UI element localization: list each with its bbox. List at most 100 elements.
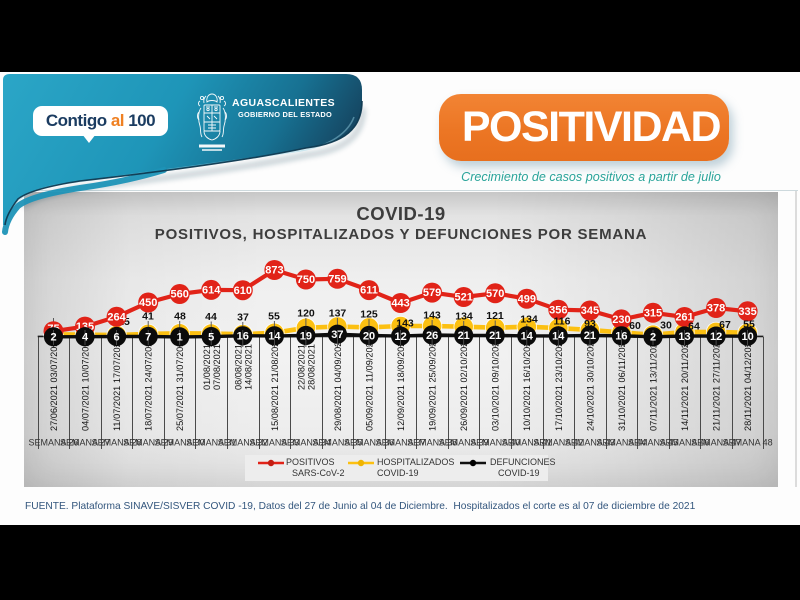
svg-text:6: 6 (114, 331, 120, 343)
svg-text:SEMANA 33: SEMANA 33 (249, 438, 299, 448)
svg-text:134: 134 (520, 314, 538, 326)
svg-text:570: 570 (486, 288, 504, 300)
svg-text:2: 2 (650, 332, 656, 344)
svg-text:03/10/2021 09/10/2021: 03/10/2021 09/10/2021 (491, 336, 501, 431)
svg-text:611: 611 (360, 285, 378, 297)
svg-text:44: 44 (205, 311, 217, 323)
svg-text:14: 14 (521, 331, 534, 343)
svg-text:SEMANA 35: SEMANA 35 (312, 438, 362, 448)
svg-text:521: 521 (455, 292, 473, 304)
svg-text:345: 345 (581, 305, 599, 317)
svg-text:873: 873 (265, 265, 283, 277)
svg-text:116: 116 (554, 316, 571, 328)
svg-text:21: 21 (489, 330, 501, 342)
svg-text:21: 21 (458, 330, 470, 342)
svg-text:SEMANA 45: SEMANA 45 (628, 438, 678, 448)
svg-text:SEMANA 31: SEMANA 31 (186, 438, 236, 448)
svg-text:230: 230 (612, 314, 630, 326)
svg-text:SEMANA 27: SEMANA 27 (60, 438, 110, 448)
svg-text:SEMANA 41: SEMANA 41 (502, 438, 552, 448)
svg-text:378: 378 (707, 303, 725, 315)
svg-text:22/08/2021: 22/08/2021 (296, 344, 306, 390)
svg-text:SEMANA 30: SEMANA 30 (155, 438, 205, 448)
svg-text:SEMANA 34: SEMANA 34 (281, 438, 331, 448)
svg-text:356: 356 (549, 304, 567, 316)
svg-text:64: 64 (688, 321, 700, 333)
svg-text:499: 499 (518, 293, 536, 305)
svg-text:SEMANA 39: SEMANA 39 (439, 438, 489, 448)
svg-text:750: 750 (297, 274, 315, 286)
svg-text:143: 143 (396, 318, 414, 330)
svg-text:67: 67 (719, 319, 731, 331)
svg-text:14: 14 (268, 331, 281, 343)
svg-text:SEMANA 42: SEMANA 42 (533, 438, 583, 448)
svg-text:12: 12 (710, 331, 722, 343)
svg-text:15/08/2021 21/08/2021: 15/08/2021 21/08/2021 (270, 336, 280, 431)
svg-text:05/09/2021 11/09/2021: 05/09/2021 11/09/2021 (365, 337, 375, 431)
svg-text:12: 12 (394, 331, 406, 343)
svg-text:560: 560 (171, 289, 189, 301)
svg-text:08/08/2021: 08/08/2021 (233, 344, 243, 390)
svg-text:04/07/2021 10/07/2021: 04/07/2021 10/07/2021 (81, 336, 91, 431)
svg-text:SEMANA 36: SEMANA 36 (344, 438, 394, 448)
svg-text:21/11/2021 27/11/2021: 21/11/2021 27/11/2021 (712, 338, 722, 431)
svg-text:7: 7 (145, 331, 151, 343)
svg-text:SEMANA 38: SEMANA 38 (407, 438, 457, 448)
svg-text:41: 41 (142, 311, 154, 323)
svg-text:12/09/2021 18/09/2021: 12/09/2021 18/09/2021 (396, 336, 406, 431)
svg-text:14: 14 (552, 331, 565, 343)
svg-text:SEMANA 40: SEMANA 40 (470, 438, 520, 448)
svg-text:07/11/2021 13/11/2021: 07/11/2021 13/11/2021 (649, 338, 659, 431)
svg-text:SEMANA 43: SEMANA 43 (565, 438, 615, 448)
svg-text:19: 19 (300, 330, 312, 342)
svg-text:134: 134 (455, 311, 473, 323)
svg-text:SEMANA 44: SEMANA 44 (596, 438, 646, 448)
svg-text:759: 759 (328, 273, 346, 285)
svg-text:614: 614 (202, 285, 221, 297)
svg-text:29/08/2021 04/09/2021: 29/08/2021 04/09/2021 (333, 336, 343, 431)
svg-text:443: 443 (391, 298, 409, 310)
svg-text:16: 16 (237, 331, 249, 343)
svg-text:SEMANA 48: SEMANA 48 (723, 438, 773, 448)
svg-text:17/10/2021 23/10/2021: 17/10/2021 23/10/2021 (554, 336, 564, 431)
svg-text:28/08/2021: 28/08/2021 (306, 344, 316, 390)
svg-text:610: 610 (234, 285, 252, 297)
svg-text:01/08/2021: 01/08/2021 (202, 344, 212, 390)
svg-text:SEMANA 26: SEMANA 26 (28, 438, 78, 448)
svg-text:27/06/2021 03/07/2021: 27/06/2021 03/07/2021 (49, 336, 59, 431)
svg-text:21: 21 (584, 330, 596, 342)
svg-text:5: 5 (208, 331, 214, 343)
svg-text:37: 37 (237, 312, 249, 324)
svg-text:261: 261 (675, 312, 693, 324)
svg-text:24/10/2021 30/10/2021: 24/10/2021 30/10/2021 (585, 336, 595, 431)
svg-text:28/11/2021 04/12/2021: 28/11/2021 04/12/2021 (743, 337, 753, 431)
svg-text:14/08/2021: 14/08/2021 (243, 344, 253, 390)
svg-text:25/07/2021 31/07/2021: 25/07/2021 31/07/2021 (175, 336, 185, 431)
svg-text:26: 26 (426, 330, 438, 342)
svg-text:450: 450 (139, 297, 157, 309)
svg-text:SEMANA 37: SEMANA 37 (376, 438, 426, 448)
svg-text:1: 1 (177, 332, 183, 344)
svg-text:315: 315 (644, 307, 662, 319)
svg-text:14/11/2021 20/11/2021: 14/11/2021 20/11/2021 (680, 338, 690, 431)
svg-text:55: 55 (743, 319, 755, 331)
svg-text:10: 10 (741, 331, 753, 343)
svg-text:4: 4 (82, 332, 89, 344)
svg-text:264: 264 (107, 311, 126, 323)
svg-text:120: 120 (297, 308, 315, 320)
svg-text:121: 121 (486, 310, 504, 322)
svg-text:55: 55 (268, 311, 280, 323)
svg-text:10/10/2021 16/10/2021: 10/10/2021 16/10/2021 (522, 336, 532, 431)
svg-text:30: 30 (660, 320, 672, 332)
svg-text:37: 37 (331, 329, 343, 341)
svg-text:18/07/2021 24/07/2021: 18/07/2021 24/07/2021 (144, 336, 154, 431)
svg-text:SEMANA 47: SEMANA 47 (691, 438, 741, 448)
svg-text:20: 20 (363, 330, 375, 342)
svg-text:SEMANA 29: SEMANA 29 (123, 438, 173, 448)
svg-text:31/10/2021 06/11/2021: 31/10/2021 06/11/2021 (617, 337, 627, 431)
svg-text:93: 93 (584, 318, 596, 330)
svg-text:13: 13 (678, 331, 690, 343)
svg-text:SEMANA 28: SEMANA 28 (92, 438, 142, 448)
svg-text:19/09/2021 25/09/2021: 19/09/2021 25/09/2021 (428, 336, 438, 431)
svg-text:26/09/2021 02/10/2021: 26/09/2021 02/10/2021 (459, 336, 469, 431)
